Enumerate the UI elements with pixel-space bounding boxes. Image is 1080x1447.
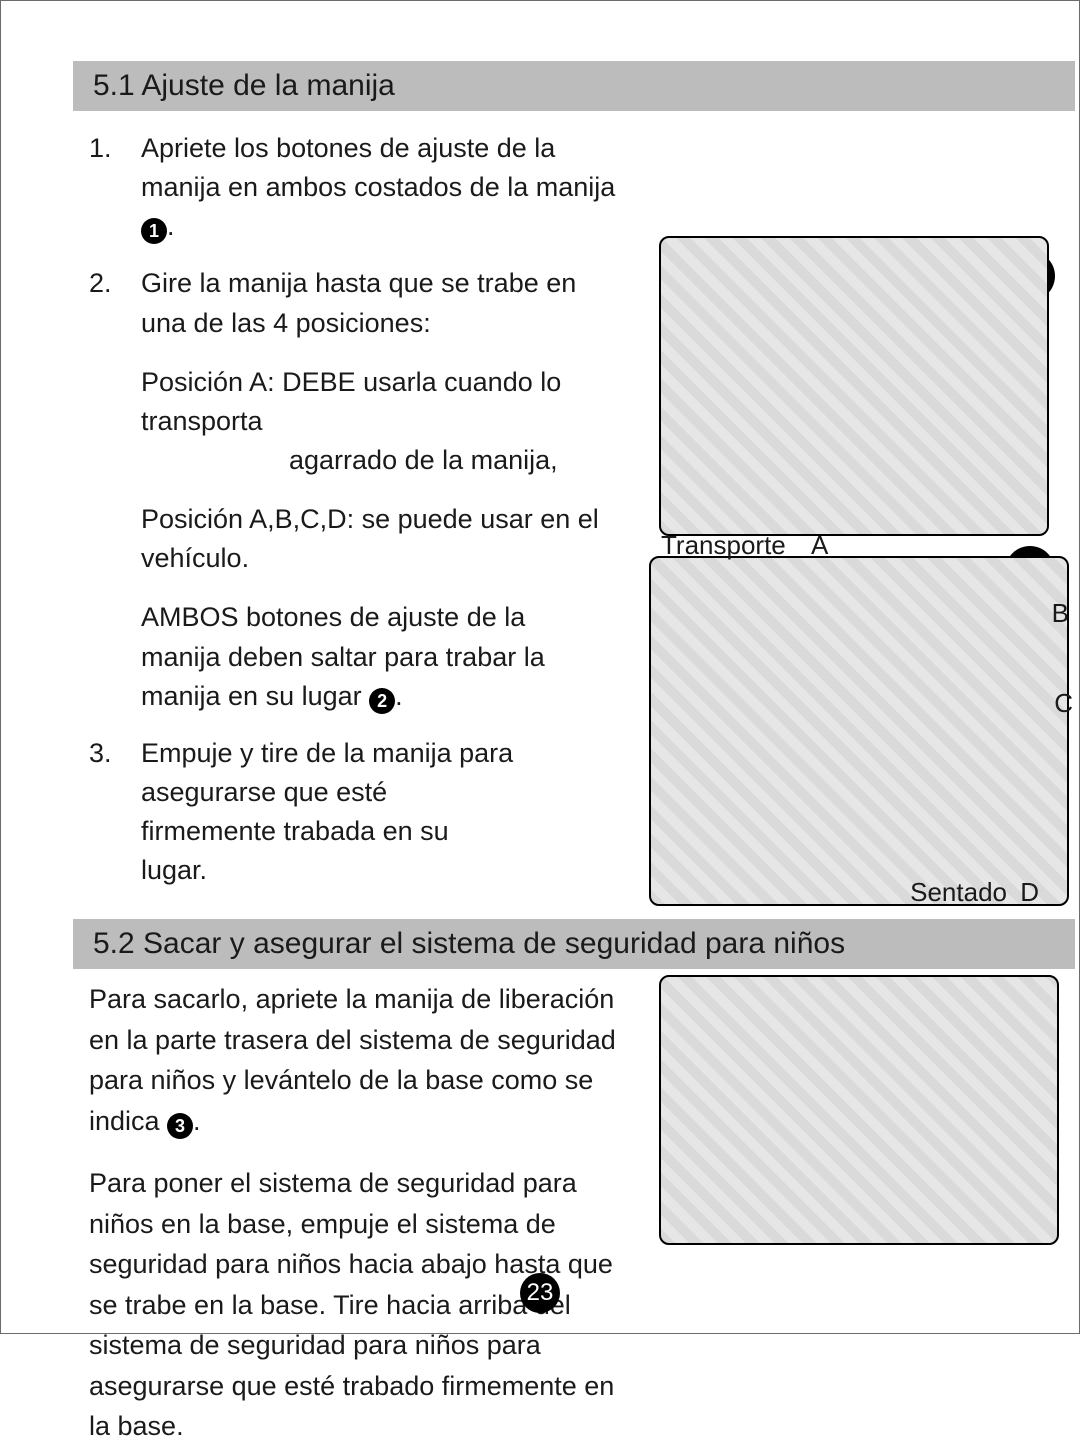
illustration-handle-press (659, 236, 1049, 536)
step-3: Empuje y tire de la manija para asegurar… (89, 734, 519, 891)
page-number: 23 (520, 1273, 560, 1313)
ambos-note: AMBOS botones de ajuste de la manija deb… (141, 598, 561, 715)
label-sentado: Sentado (910, 877, 1007, 908)
illustration-handle-positions: Transporte A B C D Sentado (649, 556, 1069, 906)
section-5-2-text: Para sacarlo, apriete la manija de liber… (89, 969, 649, 1447)
step-1-text-a: Apriete los botones de ajuste de la mani… (141, 133, 615, 202)
label-C: C (1054, 688, 1073, 719)
position-ABCD: Posición A,B,C,D: se puede usar en el ve… (141, 500, 601, 578)
step-1: Apriete los botones de ajuste de la mani… (89, 129, 629, 246)
figure-5-2: 3 (649, 975, 1069, 1255)
illustration-release-from-base (659, 975, 1059, 1245)
position-A-line2: agarrado de la manija, (141, 441, 609, 480)
label-transporte: Transporte (661, 530, 786, 561)
manual-page: 5.1 Ajuste de la manija Apriete los boto… (0, 0, 1080, 1334)
label-D: D (1020, 877, 1039, 908)
label-A: A (811, 530, 828, 561)
step-2: Gire la manija hasta que se trabe en una… (89, 264, 609, 715)
section-5-1-body: Apriete los botones de ajuste de la mani… (1, 111, 1079, 901)
steps-list-5-1: Apriete los botones de ajuste de la mani… (89, 129, 629, 890)
section-5-2-body: Para sacarlo, apriete la manija de liber… (1, 969, 1079, 1447)
label-B: B (1052, 598, 1069, 629)
ref-2-icon: 2 (369, 688, 395, 714)
section-5-1-text: Apriete los botones de ajuste de la mani… (89, 111, 639, 901)
para-5-2-1: Para sacarlo, apriete la manija de liber… (89, 979, 639, 1141)
page-number-wrap: 23 (1, 1273, 1079, 1313)
ambos-b: . (395, 681, 403, 711)
heading-5-2: 5.2 Sacar y asegurar el sistema de segur… (73, 919, 1075, 969)
position-A-line1: Posición A: DEBE usarla cuando lo transp… (141, 363, 609, 441)
ambos-a: AMBOS botones de ajuste de la manija deb… (141, 602, 545, 710)
para1-b: . (193, 1106, 201, 1136)
ref-1-icon: 1 (141, 218, 167, 244)
para1-a: Para sacarlo, apriete la manija de liber… (89, 984, 616, 1136)
heading-5-1: 5.1 Ajuste de la manija (73, 61, 1075, 111)
step-2-text: Gire la manija hasta que se trabe en una… (141, 268, 576, 337)
step-3-text: Empuje y tire de la manija para asegurar… (141, 738, 513, 885)
step-1-text-b: . (167, 211, 175, 241)
ref-3-icon: 3 (167, 1113, 193, 1139)
figure-5-1: 1 2 Transporte A B C D Sentado (639, 111, 1069, 901)
